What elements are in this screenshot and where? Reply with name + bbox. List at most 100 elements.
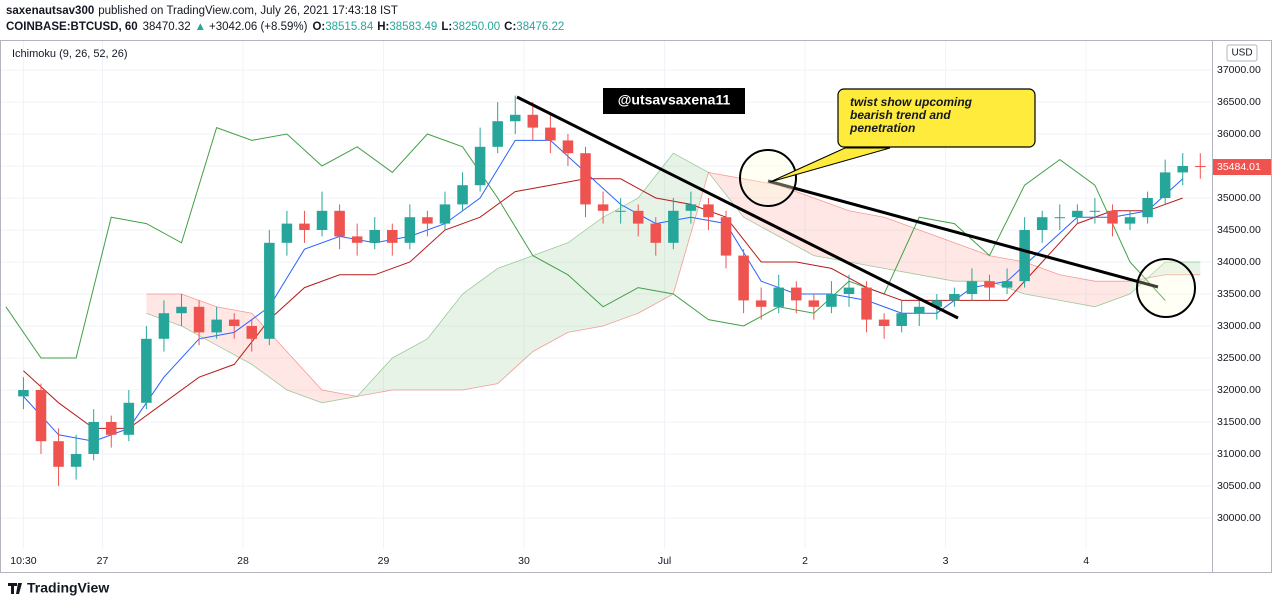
pane-border [0,40,1272,573]
header-line: saxenautsav300 published on TradingView.c… [6,5,398,17]
candle-body [808,300,820,307]
lagging-line [5,126,1166,359]
candle-body [878,319,890,326]
candle-body [422,217,433,224]
y-tick-label: 34000.00 [1217,256,1261,268]
change-arrow: ▲ [195,21,206,33]
candle-body [158,313,170,339]
indicator-label: Ichimoku (9, 26, 52, 26) [12,48,128,60]
candle-body [264,242,275,339]
ohlc-value: 38583.49 [389,21,437,33]
candle-body [141,338,152,403]
cloud-segment [743,178,779,237]
candle-body [755,300,767,307]
candle-body [509,114,521,122]
candle-body [826,294,837,307]
candle-body [457,185,468,205]
last-price-label: 35484.01 [1217,161,1261,173]
candle-body [650,223,662,243]
candle-body [720,217,732,256]
drawings: Ichimoku (9, 26, 52, 26) USD @utsavsaxen… [0,40,1272,596]
candle-body [193,306,205,333]
candle-body [931,300,943,307]
cloud-segment [286,351,323,403]
handle: @utsavsaxena11 [618,92,731,108]
callout-text: bearish trend and [850,108,951,122]
candle-body [316,210,328,231]
y-tick-label: 31000.00 [1217,448,1261,460]
published: published on TradingView.com, July 26, 2… [98,5,398,17]
candle-body [1159,172,1171,199]
cloud-segment [497,255,533,384]
candle-body [1019,230,1030,282]
cloud-segment [567,217,604,333]
cloud-segment [603,198,639,326]
y-tick-label: 33000.00 [1217,320,1261,332]
candle-body [1001,281,1013,288]
cloud-segment [322,389,358,403]
x-tick-label: Jul [658,555,671,567]
cloud-segment [1059,274,1095,307]
candle-body [1195,166,1206,168]
candle-body [474,146,486,186]
y-tick-label: 32500.00 [1217,352,1261,364]
candle-body [439,204,451,224]
candle-body [299,223,310,231]
cloud-segment [848,210,885,269]
x-tick-label: 27 [97,555,109,567]
candle-body [70,453,82,467]
cloud-segment [884,217,920,275]
candle-body [597,204,609,211]
y-tick-label: 36500.00 [1217,96,1261,108]
ohlc-label: H: [377,21,389,33]
leading-span-a [146,152,1201,404]
x-tick-label: 3 [943,555,949,567]
candle-body [984,281,995,288]
ohlc-value: 38250.00 [452,21,500,33]
cloud-segment [392,338,428,390]
y-tick-label: 31500.00 [1217,416,1261,428]
author: saxenautsav300 [6,5,94,17]
x-tick-label: 2 [802,555,808,567]
candle-body [632,210,644,224]
candle-body [404,217,416,243]
cloud-segment [1165,262,1201,275]
handle-box [603,88,745,114]
candle-body [35,389,47,442]
candle-body [211,319,222,333]
y-tick-label: 35000.00 [1217,192,1261,204]
y-tick-label: 33500.00 [1217,288,1261,300]
candle-body [843,287,855,295]
candle-body [1142,198,1153,218]
cloud-segment [778,185,814,256]
candle-body [703,204,714,218]
candle-body [18,389,29,397]
candle-body [896,313,907,326]
candle-body [1089,210,1101,212]
candle-body [246,325,258,339]
x-tick-label: 30 [518,555,530,567]
cloud-segment [919,230,955,282]
candle-body [105,421,117,435]
candle-body [1124,217,1136,224]
ohlc-label: C: [504,21,516,33]
candle-body [123,402,135,435]
plot: 30000.00 30500.00 31000.00 31500.00 32000.00… [0,40,1271,567]
candle-body [1054,217,1066,219]
change: +3042.06 (+8.59%) [209,21,308,33]
last-price-tag [1213,159,1271,176]
callout-pointer [769,147,891,183]
ohlc-label: L: [441,21,452,33]
currency-box [1226,44,1258,62]
currency: USD [1231,48,1252,59]
candle-body [949,294,960,301]
candle-body [527,114,539,128]
callout-box [837,88,1036,148]
highlight-circle [739,149,797,207]
y-tick-label: 34500.00 [1217,224,1261,236]
candle-body [580,153,591,205]
candle-body [351,236,363,243]
candle-body [228,319,240,326]
candle-body [913,306,925,314]
